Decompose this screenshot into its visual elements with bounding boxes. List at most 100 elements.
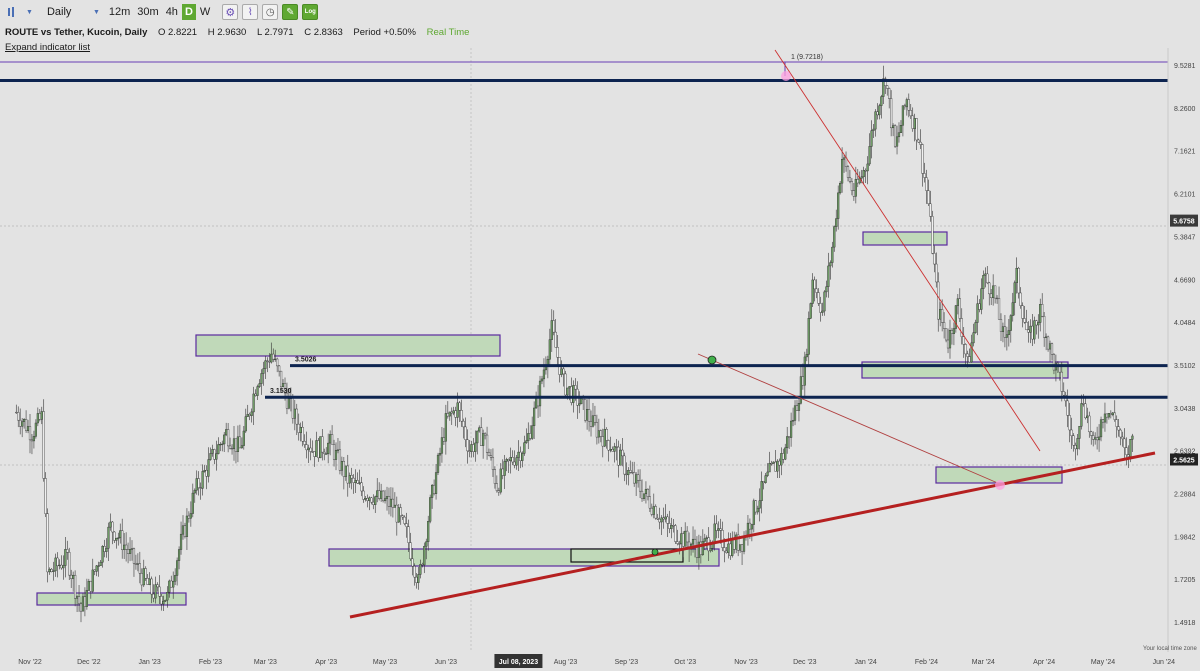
candle-body <box>26 426 30 431</box>
candle-body <box>54 557 57 572</box>
candle-body <box>330 434 334 445</box>
candle-body <box>899 125 903 133</box>
candle-body <box>642 493 646 499</box>
candle-body <box>729 543 732 556</box>
candle-body <box>848 177 852 182</box>
settings-gear-icon[interactable]: ⚙ <box>222 4 239 20</box>
interval-button-w[interactable]: W <box>199 6 211 18</box>
chevron-down-icon[interactable]: ▼ <box>92 8 100 16</box>
candle-body <box>676 541 679 544</box>
candle-body <box>552 320 555 333</box>
chart-type-icon[interactable] <box>8 7 22 17</box>
candle-body <box>585 409 589 421</box>
candle-body <box>1013 282 1016 303</box>
price-badge-box <box>1170 453 1198 466</box>
chevron-down-icon[interactable]: ▼ <box>26 8 33 16</box>
candle-body <box>1023 318 1026 323</box>
candle-body <box>1105 413 1109 418</box>
interval-button-d[interactable]: D <box>181 4 196 20</box>
candle-body <box>452 410 455 414</box>
y-tick-label: 2.6392 <box>1174 449 1196 456</box>
candle-body <box>784 447 787 460</box>
candle-body <box>1080 403 1083 427</box>
candle-body <box>370 497 373 503</box>
candle-body <box>968 356 971 363</box>
price-badges: 5.6758 2.5625 <box>1170 214 1198 466</box>
candle-body <box>941 309 944 323</box>
candle-body <box>162 600 165 605</box>
candle-body <box>591 415 595 427</box>
candle-body <box>195 478 198 491</box>
indicator-icon[interactable]: ⌇ <box>242 4 259 20</box>
candle-body <box>621 449 624 457</box>
candle-body <box>786 436 789 449</box>
candle-body <box>393 504 396 508</box>
candle-body <box>635 474 638 484</box>
candle-body <box>638 480 642 492</box>
clock-icon[interactable]: ◷ <box>262 4 279 20</box>
candle-body <box>276 358 279 367</box>
candle-body <box>234 438 238 452</box>
y-axis[interactable]: 9.5281 8.2600 7.1621 6.2101 5.3847 4.6690 4.04… <box>1167 48 1196 652</box>
candle-body <box>921 144 924 174</box>
candle-body <box>589 421 593 427</box>
x-axis[interactable]: Nov '22 Dec '22 Jan '23 Feb '23 Mar '23 Apr '… <box>18 654 1200 668</box>
candle-body <box>46 513 49 573</box>
candle-body <box>142 568 145 586</box>
candle-body <box>1131 435 1134 440</box>
candle-body <box>652 506 655 515</box>
candle-body <box>515 457 518 466</box>
x-crosshair-label: Jul 08, 2023 <box>499 659 538 666</box>
candle-body <box>927 190 930 204</box>
candle-body <box>701 541 704 555</box>
candle-body <box>1096 437 1099 441</box>
candle-body <box>446 413 449 417</box>
candle-body <box>497 490 500 493</box>
candle-body <box>130 548 134 550</box>
open-value: O 2.8221 <box>158 27 198 38</box>
candle-body <box>978 303 981 310</box>
candle-body <box>503 461 506 476</box>
candle-body <box>64 549 67 566</box>
interval-button-30m[interactable]: 30m <box>137 6 159 18</box>
candle-body <box>570 386 573 403</box>
candle-body <box>660 517 663 523</box>
expand-indicator-link[interactable]: Expand indicator list <box>5 42 91 53</box>
log-scale-button[interactable]: Log <box>302 4 319 20</box>
interval-button-12m[interactable]: 12m <box>108 6 131 18</box>
candle-body <box>884 78 887 86</box>
price-badge-box <box>1170 214 1198 227</box>
candle-body <box>221 443 224 445</box>
x-tick-label: Dec '22 <box>77 659 101 666</box>
candle-body <box>389 498 393 507</box>
low-marker <box>995 480 1005 490</box>
candle-body <box>366 498 369 501</box>
candle-body <box>960 318 963 337</box>
interval-button-4h[interactable]: 4h <box>165 6 178 18</box>
candle-body <box>695 546 699 558</box>
candle-body <box>187 515 190 519</box>
candle-body <box>672 525 675 527</box>
candle-body <box>1066 400 1069 416</box>
high-value: H 2.9630 <box>207 27 247 38</box>
candle-body <box>91 569 94 592</box>
candle-body <box>793 405 797 421</box>
candle-body <box>315 440 318 457</box>
candle-body <box>168 580 171 593</box>
candle-body <box>258 383 261 387</box>
candle-body <box>776 460 779 472</box>
draw-tool-icon[interactable]: ✎ <box>282 4 299 20</box>
candle-body <box>197 478 200 488</box>
candle-body <box>623 455 626 475</box>
candle-body <box>44 478 47 514</box>
candle-body <box>986 273 989 284</box>
candle-body <box>842 157 846 160</box>
candle-body <box>329 434 332 444</box>
candle-body <box>994 285 997 299</box>
candle-body <box>268 361 271 363</box>
candle-body <box>313 451 316 457</box>
timeframe-select[interactable]: Daily <box>46 6 72 18</box>
candle-body <box>252 393 255 413</box>
candle-body <box>376 490 379 497</box>
